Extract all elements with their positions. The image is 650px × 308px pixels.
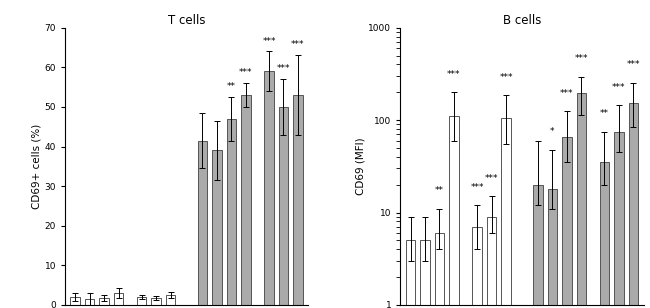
Text: ***: ***	[239, 68, 253, 77]
Text: ***: ***	[485, 174, 499, 183]
Text: ***: ***	[575, 54, 588, 63]
Bar	[501, 118, 511, 308]
Bar	[279, 107, 288, 305]
Bar	[70, 297, 80, 305]
Title: B cells: B cells	[503, 14, 541, 26]
Bar	[562, 137, 571, 308]
Bar	[533, 185, 543, 308]
Bar	[114, 293, 124, 305]
Text: ***: ***	[447, 70, 461, 79]
Text: **: **	[435, 186, 444, 195]
Bar	[212, 151, 222, 305]
Bar	[421, 240, 430, 308]
Bar	[137, 297, 146, 305]
Bar	[406, 240, 415, 308]
Bar	[548, 189, 557, 308]
Bar	[577, 93, 586, 308]
Bar	[293, 95, 303, 305]
Bar	[85, 299, 94, 305]
Bar	[473, 227, 482, 308]
Bar	[198, 140, 207, 305]
Bar	[241, 95, 250, 305]
Y-axis label: CD69+ cells (%): CD69+ cells (%)	[32, 124, 42, 209]
Text: ***: ***	[612, 83, 626, 92]
Text: ***: ***	[262, 37, 276, 46]
Bar	[265, 71, 274, 305]
Text: ***: ***	[277, 64, 290, 73]
Bar	[629, 103, 638, 308]
Text: ***: ***	[291, 40, 305, 50]
Text: ***: ***	[499, 73, 513, 82]
Bar	[487, 217, 497, 308]
Bar	[600, 162, 609, 308]
Bar	[449, 116, 459, 308]
Title: T cells: T cells	[168, 14, 205, 26]
Bar	[435, 233, 444, 308]
Text: **: **	[227, 82, 236, 91]
Bar	[166, 295, 176, 305]
Text: ***: ***	[627, 60, 640, 69]
Text: *: *	[550, 127, 554, 136]
Bar	[614, 132, 623, 308]
Bar	[227, 119, 236, 305]
Y-axis label: CD69 (MFI): CD69 (MFI)	[356, 137, 366, 195]
Bar	[99, 298, 109, 305]
Text: ***: ***	[560, 89, 573, 98]
Text: ***: ***	[471, 183, 484, 192]
Bar	[151, 298, 161, 305]
Text: **: **	[600, 109, 609, 118]
